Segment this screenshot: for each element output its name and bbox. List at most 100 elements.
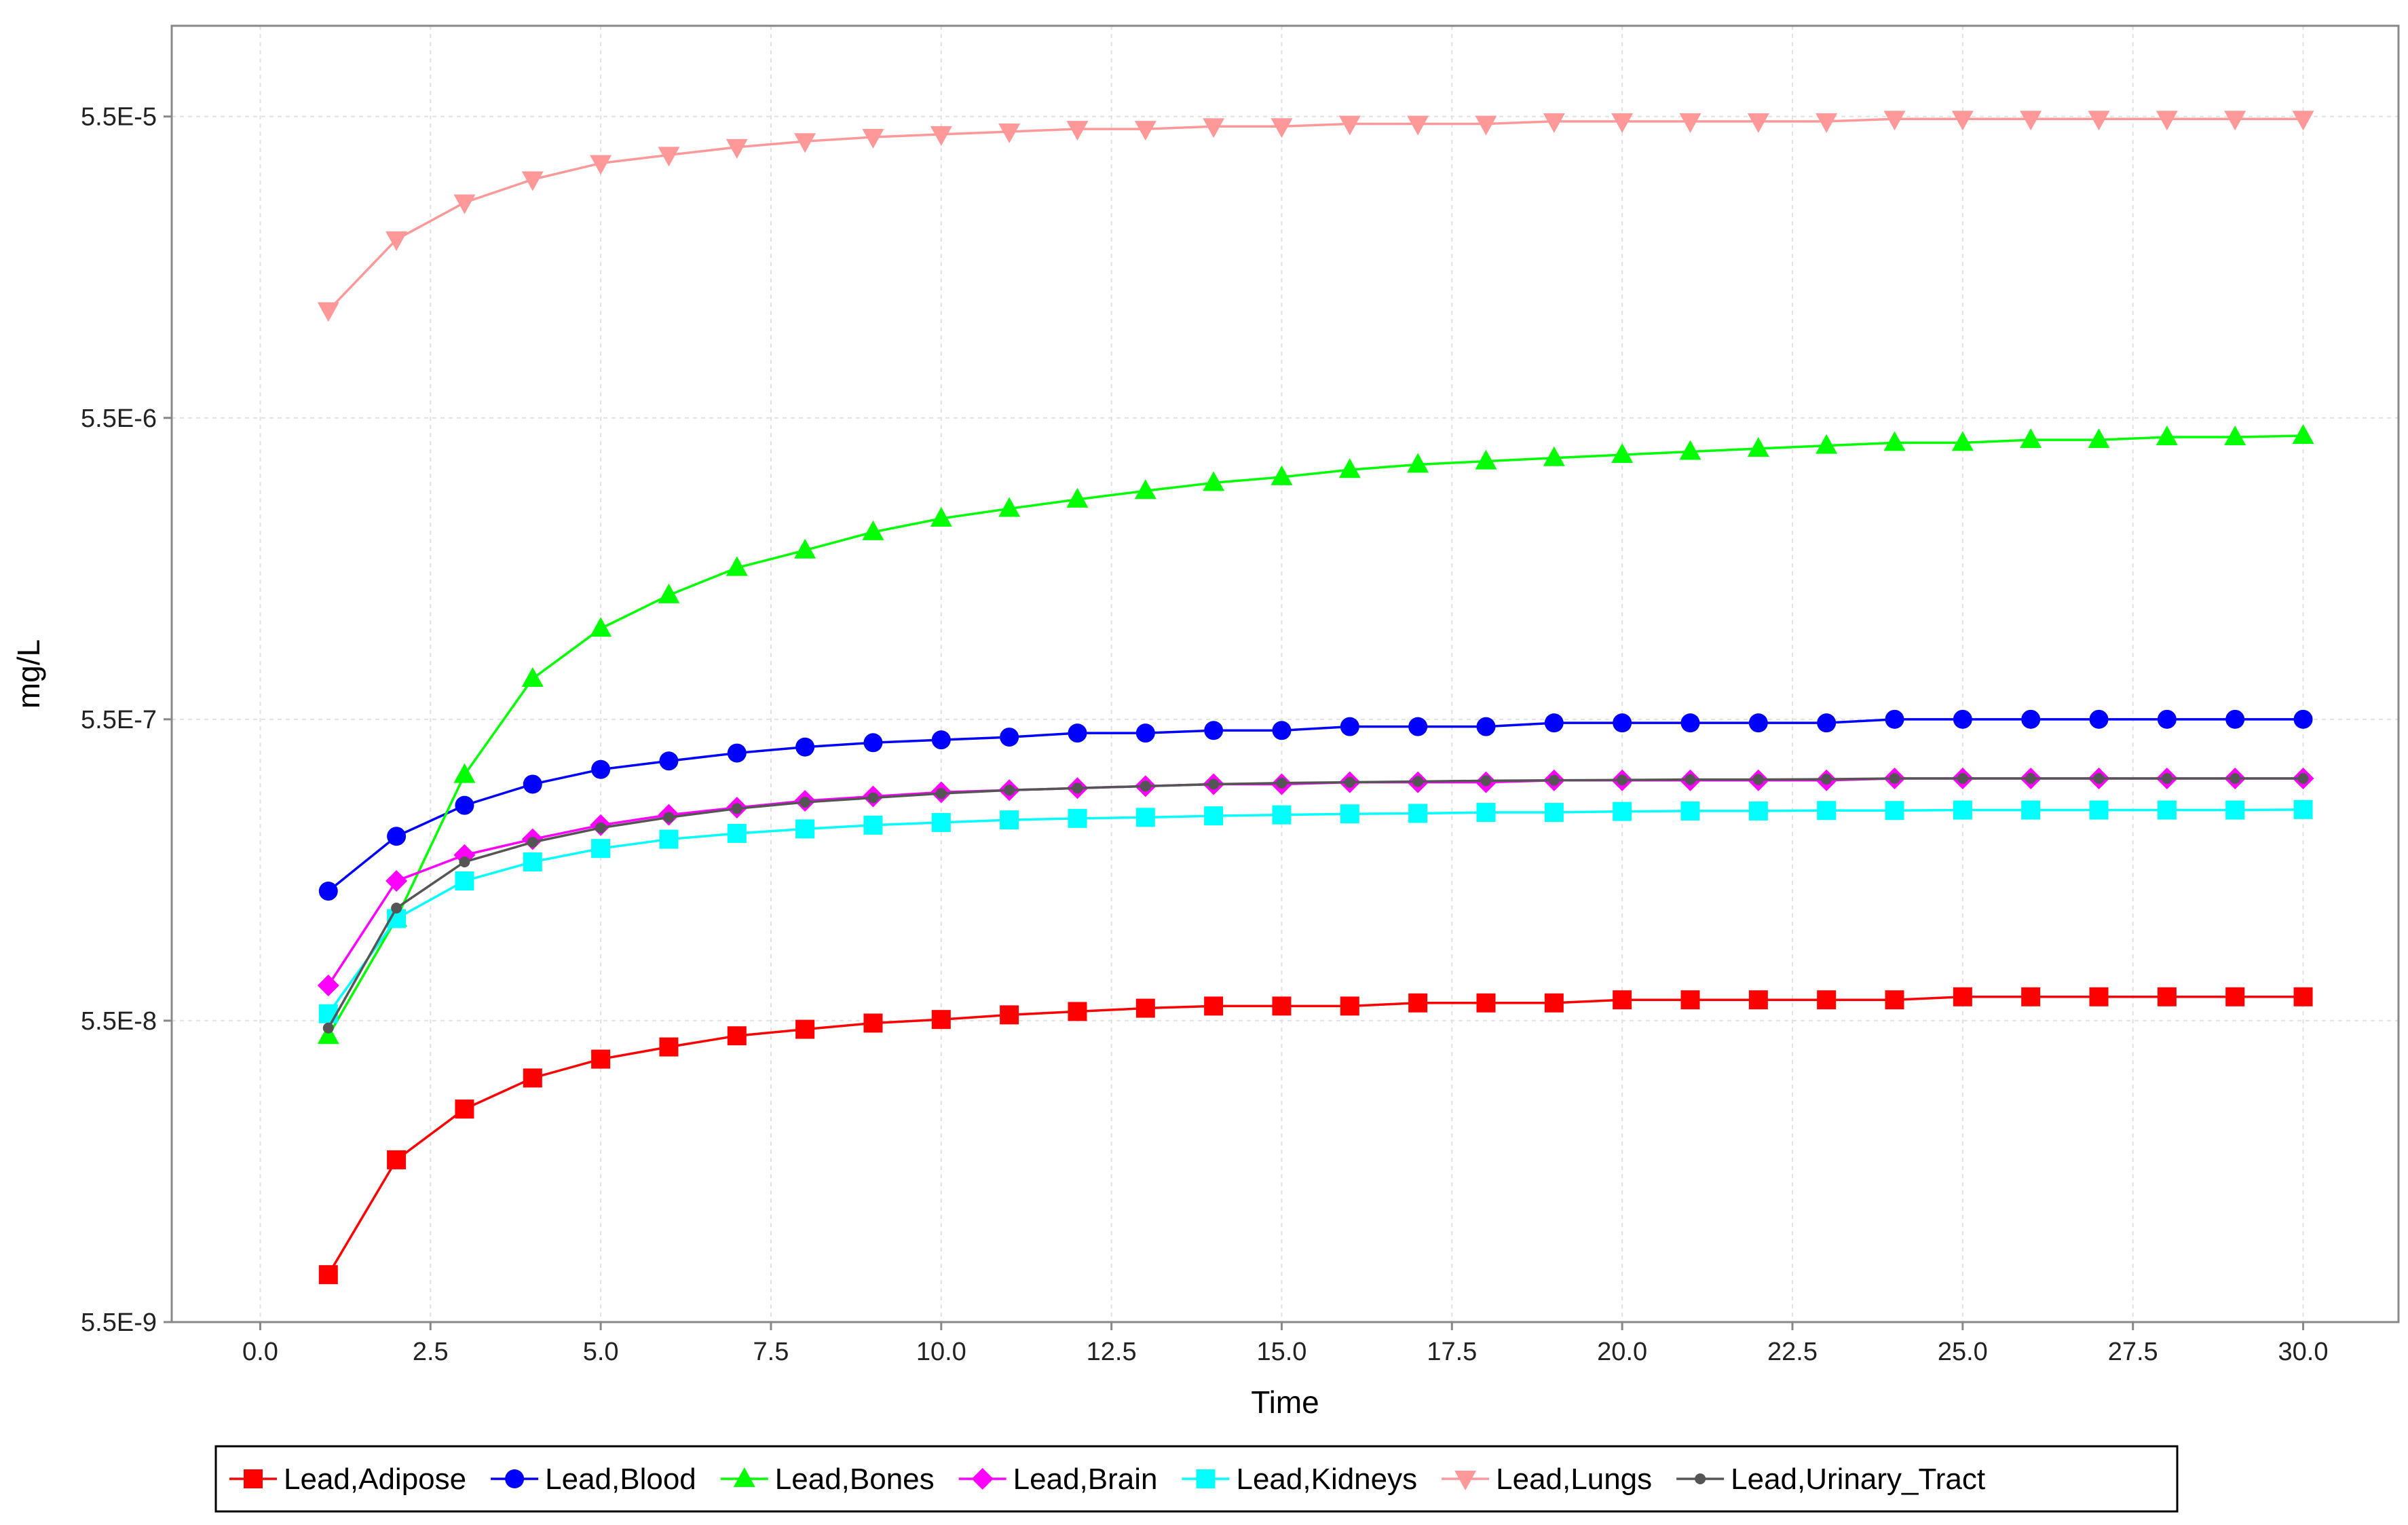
legend-marker	[1196, 1469, 1216, 1488]
data-point	[2021, 987, 2041, 1006]
data-point	[387, 827, 407, 846]
data-point	[1543, 113, 1565, 133]
data-point	[1072, 783, 1083, 794]
data-point	[1548, 774, 1560, 786]
data-point	[2157, 987, 2177, 1006]
x-tick-label: 20.0	[1597, 1338, 1647, 1366]
data-point	[862, 128, 884, 149]
x-tick-label: 0.0	[242, 1338, 278, 1366]
data-point	[1208, 778, 1220, 790]
data-point	[453, 763, 476, 783]
data-point	[727, 743, 747, 763]
data-point	[387, 1150, 407, 1169]
data-point	[2088, 111, 2110, 131]
y-tick-label: 5.5E-5	[81, 103, 157, 132]
data-point	[590, 155, 612, 175]
data-point	[591, 839, 611, 859]
data-point	[1680, 990, 1700, 1010]
legend-item-lead-blood: Lead,Blood	[491, 1463, 696, 1496]
data-point	[1544, 803, 1564, 823]
series-lead-adipose	[318, 987, 2313, 1285]
legend-item-lead-adipose: Lead,Adipose	[229, 1463, 466, 1496]
data-point	[1340, 804, 1359, 824]
legend-marker	[244, 1469, 263, 1488]
data-point	[385, 231, 408, 251]
legend-marker	[971, 1468, 994, 1490]
data-point	[799, 796, 811, 808]
data-point	[1816, 434, 1838, 454]
y-tick-label: 5.5E-9	[81, 1309, 157, 1337]
data-point	[2156, 111, 2178, 131]
data-point	[1476, 993, 1496, 1013]
data-point	[1480, 775, 1492, 787]
series-lead-blood	[318, 709, 2313, 901]
data-point	[1617, 774, 1628, 786]
data-point	[2293, 987, 2313, 1006]
legend-marker	[733, 1467, 755, 1487]
data-point	[1821, 774, 1832, 785]
data-point	[2156, 426, 2178, 446]
data-point	[1135, 998, 1155, 1018]
data-point	[527, 836, 538, 848]
data-point	[794, 538, 816, 559]
data-point	[1817, 713, 1837, 733]
data-point	[453, 194, 476, 214]
data-point	[1338, 115, 1361, 136]
data-point	[523, 852, 542, 871]
data-point	[998, 123, 1021, 143]
data-point	[1408, 717, 1428, 736]
series-line-lead-adipose	[327, 996, 2303, 1276]
legend: Lead,Adipose Lead,Blood Lead,Bones Lead,Bra…	[214, 1445, 2179, 1513]
data-point	[1476, 717, 1496, 736]
series-line-lead-kidneys	[327, 808, 2303, 1015]
data-point	[595, 822, 607, 833]
data-point	[1953, 800, 1972, 820]
data-point	[658, 583, 680, 603]
legend-item-lead-bones: Lead,Bones	[720, 1463, 935, 1496]
data-point	[1407, 453, 1429, 473]
data-point	[659, 829, 679, 849]
data-point	[863, 1013, 883, 1033]
data-point	[591, 1049, 611, 1069]
series-lead-bones	[317, 424, 2314, 1044]
data-point	[1340, 717, 1359, 736]
data-point	[2020, 111, 2042, 131]
series-lead-urinary-tract	[322, 773, 2309, 1034]
data-point	[1068, 808, 1087, 828]
data-point	[1680, 713, 1700, 733]
data-point	[1611, 443, 1634, 464]
legend-label: Lead,Urinary_Tract	[1731, 1463, 1985, 1496]
data-point	[1204, 996, 1224, 1016]
data-point	[1272, 805, 1292, 825]
legend-item-lead-lungs: Lead,Lungs	[1442, 1463, 1652, 1496]
data-point	[1475, 115, 1497, 136]
legend-label: Lead,Bones	[775, 1463, 935, 1496]
data-point	[455, 795, 474, 815]
x-tick-label: 22.5	[1767, 1338, 1818, 1366]
y-tick-label: 5.5E-7	[81, 706, 157, 734]
legend-marker	[505, 1469, 525, 1488]
data-point	[1951, 431, 1974, 451]
data-point	[1883, 431, 1906, 451]
x-tick-label: 15.0	[1256, 1338, 1306, 1366]
data-point	[318, 1004, 338, 1023]
data-point	[455, 871, 474, 890]
series-lead-kidneys	[318, 799, 2313, 1023]
data-point	[795, 819, 815, 839]
data-point	[1000, 1005, 1019, 1025]
data-point	[2297, 773, 2309, 785]
data-point	[867, 792, 879, 804]
data-point	[1679, 440, 1701, 460]
data-point	[659, 751, 679, 771]
plot-area-frame	[170, 24, 2400, 1323]
data-point	[1885, 709, 1904, 729]
data-point	[1613, 990, 1632, 1010]
x-axis-label: Time	[1251, 1385, 1319, 1420]
data-point	[726, 138, 748, 159]
data-point	[2157, 800, 2177, 820]
data-point	[2021, 800, 2041, 820]
data-point	[2093, 773, 2105, 785]
data-point	[1204, 721, 1224, 740]
